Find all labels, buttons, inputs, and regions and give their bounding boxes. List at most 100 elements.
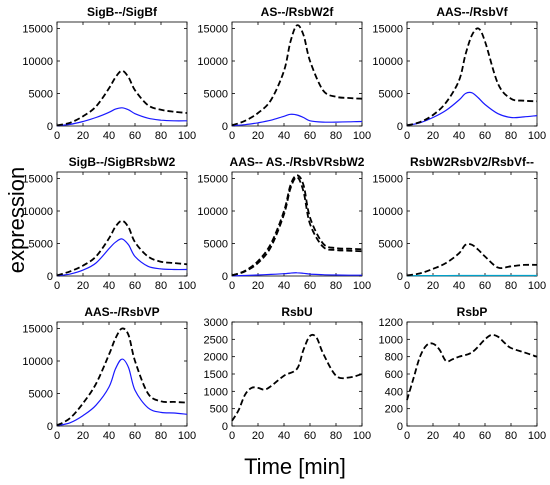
y-tick-label: 5000: [379, 89, 403, 101]
y-tick-label: 0: [222, 421, 228, 433]
y-tick-label: 10000: [372, 206, 403, 218]
series-line-dashed: [406, 27, 538, 127]
x-tick-label: 20: [77, 130, 89, 142]
panel-title: AS--/RsbW2f: [261, 5, 335, 19]
series-line-dashed: [406, 334, 538, 401]
y-tick-label: 15000: [22, 24, 53, 36]
x-axis-label: Time [min]: [244, 454, 346, 479]
x-tick-label: 60: [479, 280, 491, 292]
panel-7: AAS--/RsbVP 0 20 40 60 80 100 0 5000 10000 15000: [22, 305, 196, 442]
y-tick-label: 0: [47, 121, 53, 133]
x-tick-label: 100: [178, 130, 196, 142]
y-tick-label: 0: [47, 271, 53, 283]
panel-title: AAS--/RsbVP: [84, 305, 159, 319]
panel-3: AAS--/RsbVf 0 20 40 60 80 100 0 5000 10000 15000: [372, 5, 546, 142]
series-line-dashed: [231, 176, 363, 277]
plot-frame: [406, 321, 538, 427]
x-tick-label: 100: [353, 430, 371, 442]
x-tick-label: 60: [304, 130, 316, 142]
y-tick-label: 1000: [204, 386, 228, 398]
x-tick-label: 40: [453, 430, 465, 442]
y-tick-label: 5000: [29, 389, 53, 401]
y-tick-label: 15000: [372, 174, 403, 186]
y-tick-label: 15000: [197, 24, 228, 36]
x-tick-label: 80: [330, 130, 342, 142]
x-tick-label: 60: [129, 130, 141, 142]
x-tick-label: 40: [453, 280, 465, 292]
series-line-blue: [56, 358, 188, 427]
y-tick-label: 15000: [197, 174, 228, 186]
series-line-dashed: [231, 174, 363, 277]
x-tick-label: 0: [404, 130, 410, 142]
x-tick-label: 80: [330, 430, 342, 442]
x-tick-label: 20: [252, 130, 264, 142]
y-tick-label: 400: [385, 386, 403, 398]
y-tick-label: 10000: [197, 206, 228, 218]
y-tick-label: 2000: [204, 352, 228, 364]
panel-2: AS--/RsbW2f 0 20 40 60 80 100 0 5000 10000 15000: [197, 5, 371, 142]
x-tick-label: 0: [229, 430, 235, 442]
y-tick-label: 15000: [22, 174, 53, 186]
x-tick-label: 0: [54, 280, 60, 292]
panel-4: SigB--/SigBRsbW2 0 20 40 60 80 100 0 5000 10000 15…: [22, 155, 196, 292]
x-tick-label: 0: [404, 280, 410, 292]
series-line-dashed: [56, 219, 188, 277]
panel-6: RsbW2RsbV2/RsbVf-- 0 20 40 60 80 100 0 5000 10000…: [372, 155, 546, 292]
y-tick-label: 800: [385, 352, 403, 364]
y-tick-label: 3000: [204, 317, 228, 329]
x-tick-label: 20: [427, 280, 439, 292]
y-tick-label: 5000: [204, 239, 228, 251]
y-axis-label: expression: [4, 167, 29, 273]
plot-frame: [56, 321, 188, 427]
y-tick-label: 10000: [22, 356, 53, 368]
x-tick-label: 0: [54, 130, 60, 142]
series-line-blue: [231, 272, 362, 277]
x-tick-label: 40: [453, 130, 465, 142]
y-tick-label: 600: [385, 369, 403, 381]
y-tick-label: 200: [385, 404, 403, 416]
panel-title: RsbU: [281, 305, 312, 319]
y-tick-label: 5000: [379, 239, 403, 251]
y-tick-label: 10000: [22, 206, 53, 218]
panel-title: SigB--/SigBRsbW2: [69, 155, 176, 169]
series-line-dashed: [56, 327, 188, 427]
x-tick-label: 100: [178, 430, 196, 442]
x-tick-label: 20: [427, 430, 439, 442]
plot-frame: [231, 21, 363, 127]
x-tick-label: 80: [505, 130, 517, 142]
x-tick-label: 100: [353, 130, 371, 142]
y-tick-label: 10000: [372, 56, 403, 68]
y-tick-label: 5000: [204, 89, 228, 101]
x-tick-label: 100: [353, 280, 371, 292]
series-line-dashed: [56, 69, 188, 127]
panel-5: AAS-- AS.-/RsbVRsbW2 0 20 40 60 80 100 0 5000 100…: [197, 155, 371, 292]
y-tick-label: 15000: [372, 24, 403, 36]
x-tick-label: 60: [479, 430, 491, 442]
x-tick-label: 40: [278, 280, 290, 292]
x-tick-label: 100: [528, 430, 546, 442]
series-line-dashed: [231, 333, 363, 422]
x-tick-label: 40: [278, 430, 290, 442]
plot-frame: [231, 171, 363, 277]
x-tick-label: 20: [427, 130, 439, 142]
y-tick-label: 0: [222, 271, 228, 283]
y-tick-label: 0: [397, 271, 403, 283]
x-tick-label: 80: [155, 280, 167, 292]
panel-title: SigB--/SigBf: [87, 5, 158, 19]
panel-title: RsbP: [457, 305, 488, 319]
x-tick-label: 80: [505, 280, 517, 292]
x-tick-label: 20: [252, 280, 264, 292]
series-line-dashed: [406, 243, 538, 277]
x-tick-label: 60: [129, 280, 141, 292]
panel-title: RsbW2RsbV2/RsbVf--: [410, 155, 534, 169]
x-tick-label: 80: [330, 280, 342, 292]
y-tick-label: 0: [222, 121, 228, 133]
y-tick-label: 1000: [379, 334, 403, 346]
y-tick-label: 10000: [22, 56, 53, 68]
x-tick-label: 80: [155, 430, 167, 442]
x-tick-label: 0: [54, 430, 60, 442]
x-tick-label: 100: [528, 280, 546, 292]
x-tick-label: 0: [404, 430, 410, 442]
x-tick-label: 60: [129, 430, 141, 442]
